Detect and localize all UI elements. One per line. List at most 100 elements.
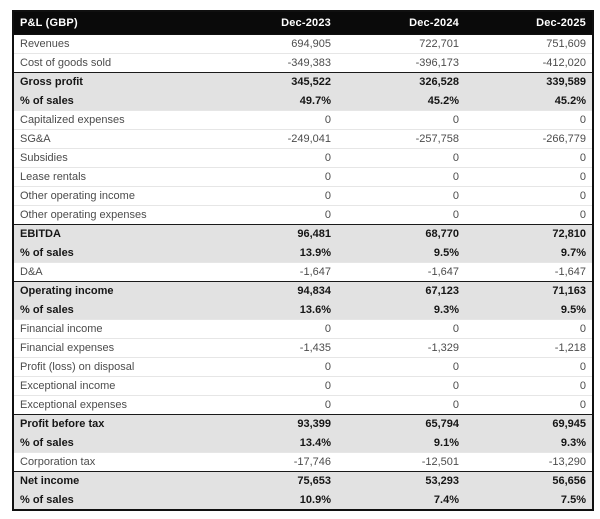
table-row: Profit (loss) on disposal 0 0 0 (13, 357, 593, 377)
row-value-period-1: 0 (209, 167, 337, 187)
row-value-period-3: 45.2% (465, 91, 593, 111)
row-label: Other operating income (13, 186, 209, 206)
table-row: Lease rentals 0 0 0 (13, 167, 593, 187)
header-row: P&L (GBP) Dec-2023 Dec-2024 Dec-2025 (13, 11, 593, 35)
table-row: Other operating income 0 0 0 (13, 186, 593, 206)
row-label: Gross profit (13, 72, 209, 92)
row-value-period-2: 0 (337, 110, 465, 130)
row-value-period-2: 65,794 (337, 414, 465, 434)
row-label: Subsidies (13, 148, 209, 168)
row-value-period-1: 93,399 (209, 414, 337, 434)
row-value-period-2: 9.5% (337, 243, 465, 263)
table-row: Net income 75,653 53,293 56,656 (13, 471, 593, 491)
row-value-period-3: -1,218 (465, 338, 593, 358)
row-label: SG&A (13, 129, 209, 149)
row-label: Net income (13, 471, 209, 491)
row-value-period-3: 0 (465, 376, 593, 396)
row-value-period-1: 49.7% (209, 91, 337, 111)
column-header-period-2: Dec-2024 (337, 11, 465, 35)
row-value-period-1: 13.6% (209, 300, 337, 320)
row-value-period-2: 0 (337, 186, 465, 206)
row-value-period-1: -1,647 (209, 262, 337, 282)
table-row: Corporation tax -17,746 -12,501 -13,290 (13, 452, 593, 472)
row-value-period-1: 0 (209, 376, 337, 396)
row-value-period-3: 69,945 (465, 414, 593, 434)
pnl-table: P&L (GBP) Dec-2023 Dec-2024 Dec-2025 Rev… (12, 10, 594, 511)
table-row: % of sales 13.4% 9.1% 9.3% (13, 433, 593, 453)
row-value-period-1: 0 (209, 395, 337, 415)
row-value-period-2: 722,701 (337, 34, 465, 54)
table-row: Financial income 0 0 0 (13, 319, 593, 339)
row-label: Corporation tax (13, 452, 209, 472)
row-value-period-2: -12,501 (337, 452, 465, 472)
row-value-period-1: 0 (209, 148, 337, 168)
row-value-period-3: 71,163 (465, 281, 593, 301)
row-label: Exceptional expenses (13, 395, 209, 415)
row-value-period-2: 9.1% (337, 433, 465, 453)
row-value-period-2: -396,173 (337, 53, 465, 73)
row-value-period-1: 0 (209, 186, 337, 206)
row-value-period-3: -13,290 (465, 452, 593, 472)
table-row: EBITDA 96,481 68,770 72,810 (13, 224, 593, 244)
row-label: Exceptional income (13, 376, 209, 396)
row-value-period-2: 7.4% (337, 490, 465, 510)
row-value-period-3: 7.5% (465, 490, 593, 510)
row-value-period-2: -1,329 (337, 338, 465, 358)
table-row: Operating income 94,834 67,123 71,163 (13, 281, 593, 301)
table-row: Subsidies 0 0 0 (13, 148, 593, 168)
table-row: SG&A -249,041 -257,758 -266,779 (13, 129, 593, 149)
table-row: % of sales 13.6% 9.3% 9.5% (13, 300, 593, 320)
row-label: EBITDA (13, 224, 209, 244)
row-value-period-1: 694,905 (209, 34, 337, 54)
row-label: % of sales (13, 300, 209, 320)
row-label: Lease rentals (13, 167, 209, 187)
row-value-period-1: 0 (209, 357, 337, 377)
row-value-period-2: 0 (337, 319, 465, 339)
row-value-period-1: 345,522 (209, 72, 337, 92)
row-label: Revenues (13, 34, 209, 54)
row-value-period-3: 751,609 (465, 34, 593, 54)
row-value-period-1: 10.9% (209, 490, 337, 510)
row-label: % of sales (13, 490, 209, 510)
row-value-period-3: 56,656 (465, 471, 593, 491)
row-value-period-2: 0 (337, 167, 465, 187)
row-value-period-1: 94,834 (209, 281, 337, 301)
table-row: Exceptional income 0 0 0 (13, 376, 593, 396)
row-label: Other operating expenses (13, 205, 209, 225)
row-value-period-2: 67,123 (337, 281, 465, 301)
row-value-period-2: 45.2% (337, 91, 465, 111)
row-value-period-1: 13.9% (209, 243, 337, 263)
row-value-period-1: 0 (209, 110, 337, 130)
table-row: Revenues 694,905 722,701 751,609 (13, 34, 593, 54)
row-value-period-3: 0 (465, 357, 593, 377)
row-value-period-3: 0 (465, 205, 593, 225)
row-value-period-2: 68,770 (337, 224, 465, 244)
row-value-period-2: 0 (337, 357, 465, 377)
row-value-period-3: 0 (465, 148, 593, 168)
table-row: Other operating expenses 0 0 0 (13, 205, 593, 225)
row-value-period-1: 0 (209, 205, 337, 225)
row-value-period-3: 0 (465, 395, 593, 415)
row-value-period-1: -1,435 (209, 338, 337, 358)
row-label: % of sales (13, 433, 209, 453)
row-value-period-1: -17,746 (209, 452, 337, 472)
table-title: P&L (GBP) (13, 11, 209, 35)
row-label: Capitalized expenses (13, 110, 209, 130)
row-value-period-2: -257,758 (337, 129, 465, 149)
row-value-period-3: 9.7% (465, 243, 593, 263)
row-label: % of sales (13, 91, 209, 111)
row-value-period-1: 0 (209, 319, 337, 339)
row-value-period-3: -412,020 (465, 53, 593, 73)
row-value-period-2: 9.3% (337, 300, 465, 320)
row-value-period-2: 0 (337, 376, 465, 396)
row-value-period-3: 0 (465, 110, 593, 130)
row-value-period-1: 96,481 (209, 224, 337, 244)
row-value-period-3: 339,589 (465, 72, 593, 92)
row-value-period-3: -1,647 (465, 262, 593, 282)
table-row: Exceptional expenses 0 0 0 (13, 395, 593, 415)
row-label: Profit (loss) on disposal (13, 357, 209, 377)
row-value-period-1: -249,041 (209, 129, 337, 149)
table-row: D&A -1,647 -1,647 -1,647 (13, 262, 593, 282)
row-label: Cost of goods sold (13, 53, 209, 73)
row-value-period-3: 0 (465, 167, 593, 187)
